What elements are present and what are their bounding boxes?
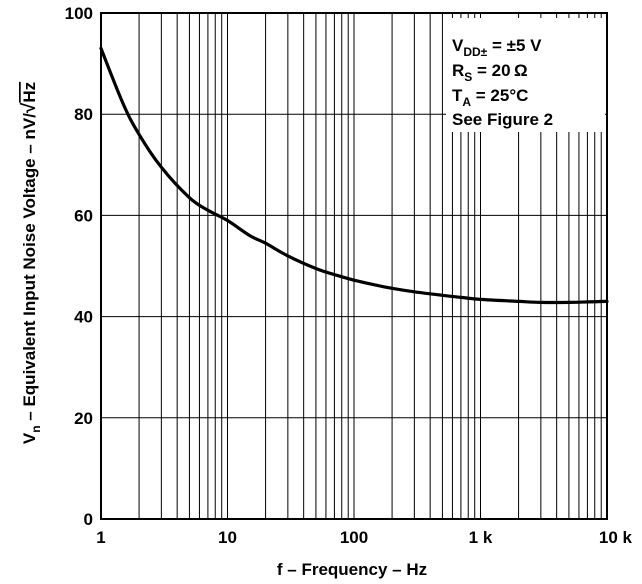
y-tick-label: 20 xyxy=(74,409,93,428)
x-tick-label: 1 xyxy=(96,528,105,547)
conditions-box: VDD± = ±5 V RS = 20 Ω TA = 25°C See Figu… xyxy=(446,18,605,132)
x-tick-label: 10 xyxy=(218,528,237,547)
y-tick-label: 40 xyxy=(74,308,93,327)
condition-see-figure: See Figure 2 xyxy=(452,110,553,129)
y-axis-label: Vn – Equivalent Input Noise Voltage – nV… xyxy=(19,82,43,444)
y-tick-label: 0 xyxy=(84,510,93,529)
y-tick-labels: 0 20 40 60 80 100 xyxy=(65,4,93,529)
condition-rs: RS = 20 Ω xyxy=(452,61,528,84)
x-tick-label: 10 k xyxy=(599,528,633,547)
x-tick-label: 1 k xyxy=(469,528,493,547)
plot-frame xyxy=(100,12,608,520)
y-tick-label: 60 xyxy=(74,206,93,225)
x-axis-label: f – Frequency – Hz xyxy=(277,560,427,579)
x-tick-label: 100 xyxy=(340,528,368,547)
condition-ta: TA = 25°C xyxy=(452,86,528,109)
y-tick-label: 100 xyxy=(65,4,93,23)
y-tick-label: 80 xyxy=(74,105,93,124)
x-tick-labels: 1 10 100 1 k 10 k xyxy=(96,528,632,547)
sqrt-radicand: Hz xyxy=(20,82,39,103)
condition-vdd: VDD± = ±5 V xyxy=(452,36,542,59)
noise-curve xyxy=(99,46,609,305)
sqrt-sign: √ xyxy=(19,102,40,113)
